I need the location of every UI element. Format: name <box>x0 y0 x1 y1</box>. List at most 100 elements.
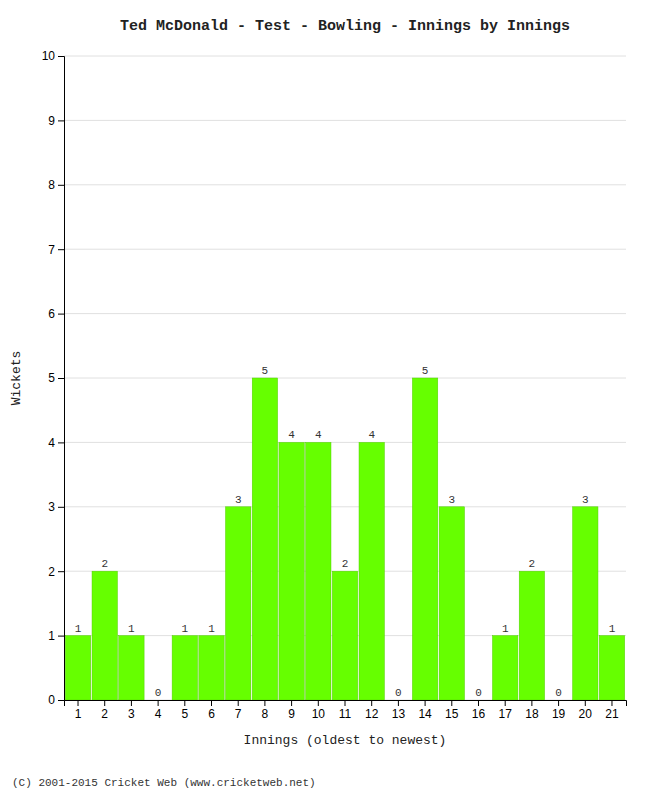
x-tick-mark <box>158 700 159 706</box>
bar <box>546 700 571 701</box>
y-tick: 0 <box>48 693 64 707</box>
x-tick-label: 7 <box>235 707 242 721</box>
data-label: 2 <box>101 558 108 570</box>
grid-line <box>64 249 626 250</box>
y-tick-mark <box>58 249 64 250</box>
data-label: 1 <box>609 623 616 635</box>
x-tick-label: 8 <box>262 707 269 721</box>
x-tick: 3 <box>128 700 135 721</box>
x-tick-label: 20 <box>579 707 593 721</box>
y-tick-label: 3 <box>48 500 55 514</box>
x-tick-mark <box>478 700 479 706</box>
axis-line <box>65 701 627 707</box>
bar <box>145 700 170 701</box>
y-tick: 5 <box>48 371 64 385</box>
bar <box>439 507 464 700</box>
y-tick-label: 8 <box>48 178 55 192</box>
bar <box>226 507 251 700</box>
bar <box>279 442 304 700</box>
data-labels: 121011354424053012031 <box>75 365 616 699</box>
data-label: 3 <box>235 494 242 506</box>
y-tick-mark <box>58 442 64 443</box>
data-label: 4 <box>368 429 375 441</box>
grid-line <box>64 184 626 185</box>
x-tick-label: 14 <box>418 707 432 721</box>
bar <box>92 571 117 700</box>
x-tick-mark <box>345 700 346 706</box>
x-tick-mark <box>425 700 426 706</box>
data-label: 3 <box>582 494 589 506</box>
bar <box>119 636 144 700</box>
x-tick: 7 <box>235 700 242 721</box>
x-tick: 6 <box>208 700 215 721</box>
x-tick: 8 <box>262 700 269 721</box>
bar <box>493 636 518 700</box>
y-tick-mark <box>58 378 64 379</box>
x-tick-label: 1 <box>75 707 82 721</box>
bar <box>332 571 357 700</box>
x-tick-label: 5 <box>181 707 188 721</box>
bar <box>359 442 384 700</box>
y-tick-mark <box>58 314 64 315</box>
y-tick: 3 <box>48 500 64 514</box>
data-label: 2 <box>529 558 536 570</box>
y-tick: 2 <box>48 565 64 579</box>
y-tick-label: 0 <box>48 693 55 707</box>
data-label: 0 <box>395 687 402 699</box>
y-tick: 4 <box>48 436 64 450</box>
y-tick-label: 1 <box>48 629 55 643</box>
x-tick: 10 <box>312 700 326 721</box>
x-tick: 14 <box>418 700 432 721</box>
y-tick-label: 6 <box>48 307 55 321</box>
x-tick: 18 <box>525 700 539 721</box>
data-label: 1 <box>182 623 189 635</box>
y-tick: 9 <box>48 114 64 128</box>
bar <box>252 378 277 700</box>
x-tick-label: 16 <box>472 707 486 721</box>
x-tick-label: 21 <box>605 707 619 721</box>
chart: 1210113544240530120311234567891011121314… <box>0 0 650 800</box>
title: Ted McDonald - Test - Bowling - Innings … <box>120 18 570 35</box>
y-tick-label: 10 <box>42 49 56 63</box>
x-tick-label: 19 <box>552 707 566 721</box>
data-label: 0 <box>155 687 162 699</box>
y-tick: 8 <box>48 178 64 192</box>
y-tick-label: 4 <box>48 436 55 450</box>
x-tick-mark <box>238 700 239 706</box>
x-tick: 13 <box>392 700 406 721</box>
x-tick-mark <box>585 700 586 706</box>
data-label: 3 <box>448 494 455 506</box>
bar <box>466 700 491 701</box>
grid-line <box>64 506 626 507</box>
x-tick-mark <box>505 700 506 706</box>
x-tick-mark <box>398 700 399 706</box>
y-axis-title: Wickets <box>9 351 24 406</box>
bars <box>65 378 624 700</box>
data-label: 0 <box>555 687 562 699</box>
footnote: (C) 2001-2015 Cricket Web (www.cricketwe… <box>12 777 316 789</box>
bar <box>199 636 224 700</box>
x-tick-label: 13 <box>392 707 406 721</box>
data-label: 4 <box>315 429 322 441</box>
x-tick: 1 <box>75 700 82 721</box>
y-tick-mark <box>58 700 64 701</box>
x-tick: 21 <box>605 700 619 721</box>
x-tick-label: 15 <box>445 707 459 721</box>
bar <box>519 571 544 700</box>
data-label: 0 <box>475 687 482 699</box>
y-tick-label: 2 <box>48 565 55 579</box>
y-tick-label: 5 <box>48 371 55 385</box>
x-tick: 9 <box>288 700 295 721</box>
data-label: 1 <box>208 623 215 635</box>
x-axis-title: Innings (oldest to newest) <box>244 733 447 748</box>
grid-line <box>64 442 626 443</box>
data-label: 1 <box>502 623 509 635</box>
x-tick-label: 18 <box>525 707 539 721</box>
y-tick: 7 <box>48 243 64 257</box>
data-label: 2 <box>342 558 349 570</box>
data-label: 4 <box>288 429 295 441</box>
y-tick-mark <box>58 571 64 572</box>
data-label: 1 <box>128 623 135 635</box>
x-tick: 15 <box>445 700 459 721</box>
y-axis: 0 1 2 3 4 5 6 7 8 9 10 <box>42 49 65 707</box>
